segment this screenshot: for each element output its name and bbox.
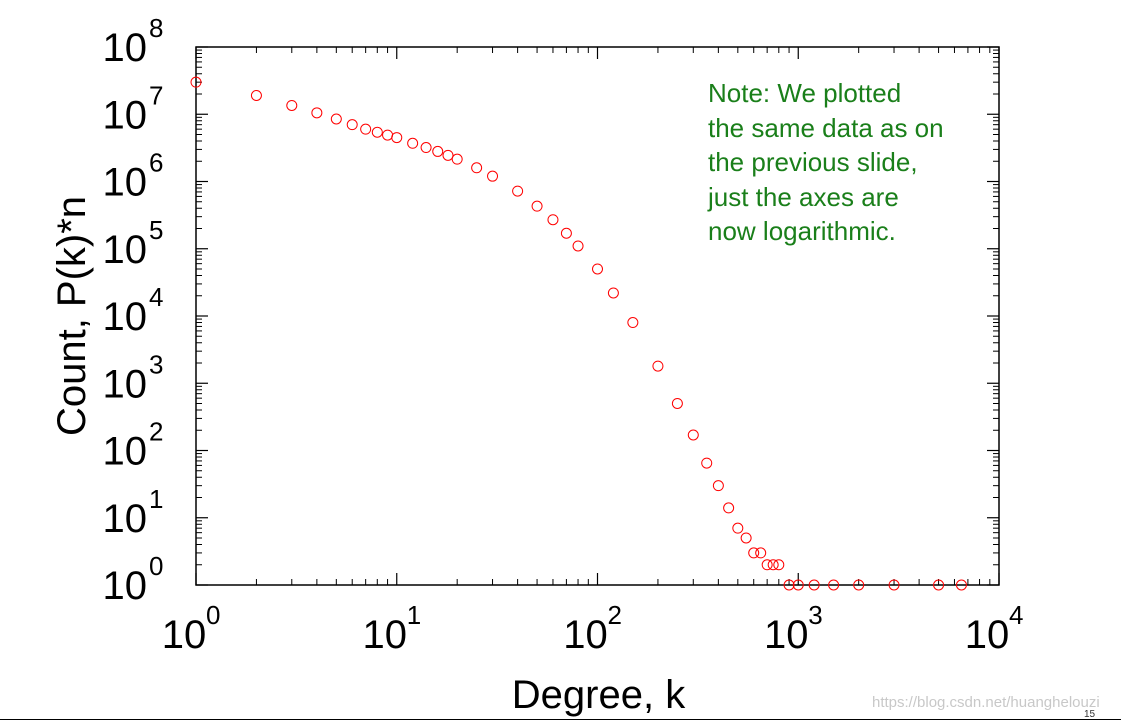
data-point <box>547 214 559 226</box>
data-point <box>853 579 865 591</box>
x-tick-label: 10 <box>764 613 809 657</box>
y-tick-label: 10 <box>103 161 148 205</box>
x-tick-label: 10 <box>563 613 608 657</box>
y-tick-exponent: 1 <box>149 484 163 514</box>
y-tick-exponent: 3 <box>149 349 163 379</box>
watermark-url: https://blog.csdn.net/huanghelouzi <box>872 694 1100 711</box>
data-point <box>190 76 202 88</box>
data-point <box>471 162 483 174</box>
note-line: the same data as on <box>708 112 944 143</box>
data-point <box>382 129 394 141</box>
data-point <box>451 153 463 165</box>
x-tick-exponent: 2 <box>608 600 622 630</box>
y-tick-label: 10 <box>103 228 148 272</box>
data-point <box>732 522 744 534</box>
data-point <box>592 263 603 275</box>
data-point <box>828 579 840 591</box>
data-point <box>346 119 358 131</box>
y-tick-label: 10 <box>103 93 148 137</box>
note-line: the previous slide, <box>708 147 918 177</box>
x-tick-label: 10 <box>363 613 408 657</box>
data-point <box>755 547 767 559</box>
data-point <box>607 287 619 299</box>
data-point <box>407 137 419 149</box>
x-tick-exponent: 4 <box>1009 600 1023 630</box>
y-tick-label: 10 <box>103 497 148 541</box>
y-tick-label: 10 <box>103 430 148 474</box>
data-point <box>767 559 779 571</box>
y-tick-label: 10 <box>103 362 148 406</box>
data-point <box>360 123 372 135</box>
y-tick-exponent: 4 <box>149 282 163 312</box>
data-point <box>391 132 403 144</box>
data-point <box>687 429 699 441</box>
note-line: Note: We plotted <box>708 78 902 108</box>
data-point <box>560 227 572 239</box>
data-point <box>712 480 724 492</box>
minor-ticks <box>196 47 999 585</box>
data-point <box>572 240 584 252</box>
y-tick-exponent: 7 <box>149 80 163 110</box>
data-point <box>955 579 967 591</box>
data-point <box>740 532 752 544</box>
y-tick-label: 10 <box>103 564 148 608</box>
data-point <box>432 145 444 157</box>
major-ticks <box>195 46 1000 586</box>
data-point <box>792 579 804 591</box>
y-tick-label: 10 <box>103 295 148 339</box>
data-point <box>671 397 683 409</box>
data-point <box>487 170 499 182</box>
x-tick-label: 10 <box>965 613 1010 657</box>
y-tick-exponent: 8 <box>149 13 163 43</box>
slide-bottom-rule <box>0 719 1121 720</box>
data-point <box>761 559 773 571</box>
note-line: now logarithmic. <box>708 216 896 246</box>
data-point <box>808 579 820 591</box>
data-point <box>627 317 639 329</box>
page-number: 15 <box>1084 709 1096 720</box>
data-point <box>652 360 664 372</box>
y-tick-label: 10 <box>103 26 148 70</box>
x-tick-exponent: 3 <box>808 600 822 630</box>
data-point <box>531 200 543 212</box>
data-point <box>783 579 795 591</box>
y-tick-exponent: 5 <box>149 215 163 245</box>
x-axis-title: Degree, k <box>512 673 686 717</box>
data-point <box>442 149 454 161</box>
data-point <box>286 99 298 111</box>
data-point <box>723 502 735 514</box>
data-points <box>190 76 967 591</box>
data-point <box>330 113 342 125</box>
data-point <box>420 142 432 154</box>
data-point <box>888 579 900 591</box>
data-point <box>748 547 760 559</box>
note-line: just the axes are <box>708 181 899 212</box>
x-tick-exponent: 1 <box>407 600 421 630</box>
x-tick-labels: 10 0 10 1 10 2 10 3 10 4 <box>162 600 1024 657</box>
x-tick-exponent: 0 <box>206 600 220 630</box>
data-point <box>701 457 713 469</box>
y-tick-exponent: 6 <box>149 148 163 178</box>
y-axis-title: Count, P(k)*n <box>50 196 94 436</box>
x-tick-label: 10 <box>162 613 207 657</box>
data-point <box>250 90 262 102</box>
data-point <box>773 559 785 571</box>
y-tick-exponent: 2 <box>149 417 163 447</box>
data-point <box>933 579 945 591</box>
y-tick-exponent: 0 <box>149 551 163 581</box>
data-point <box>512 185 524 197</box>
data-point <box>311 107 323 119</box>
data-point <box>371 126 383 138</box>
annotation-note: Note: We plotted the same data as on the… <box>708 76 1008 249</box>
